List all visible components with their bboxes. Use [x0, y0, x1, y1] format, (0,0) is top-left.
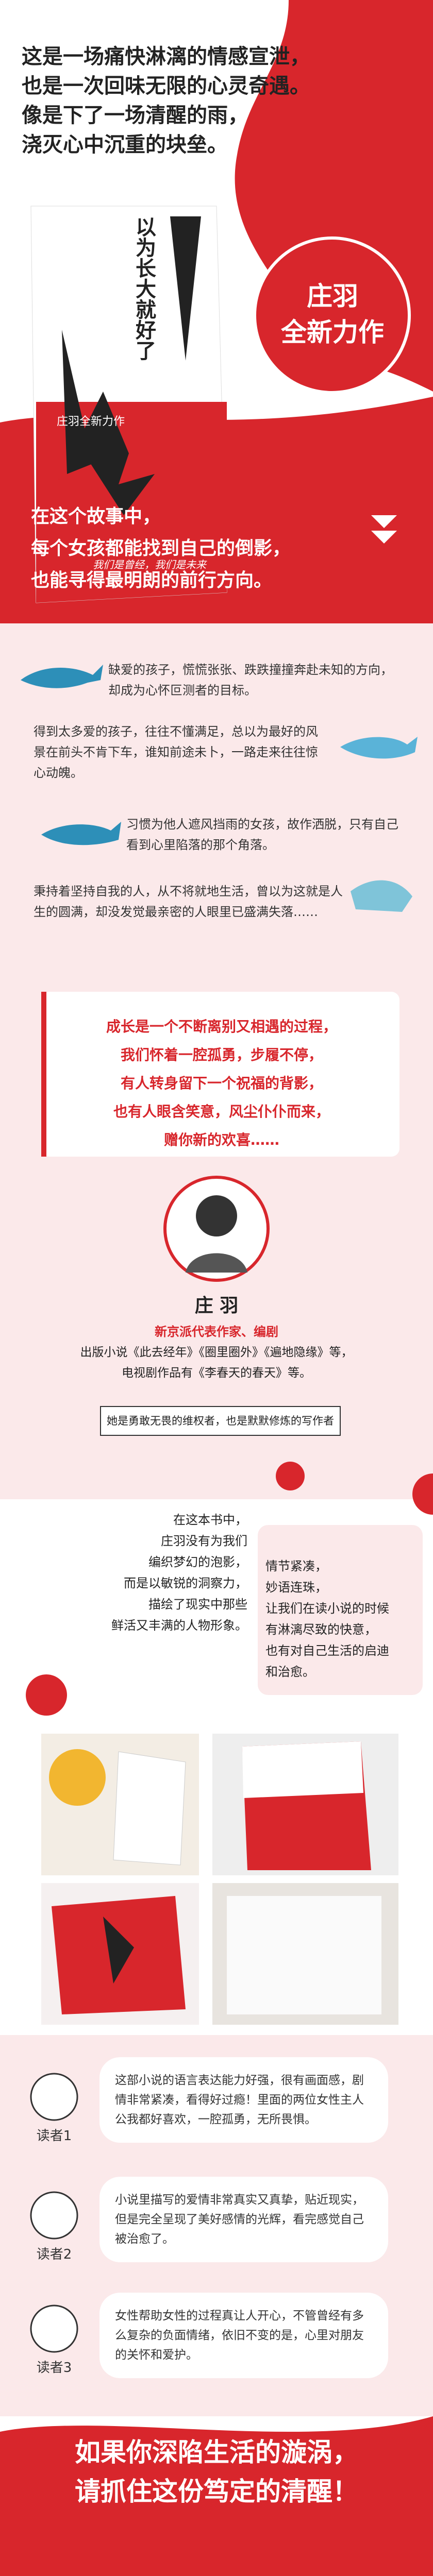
review-left: 在这本书中， 庄羽没有为我们 编织梦幻的泡影， 而是以敏锐的洞察力， 描绘了现实…	[52, 1510, 247, 1636]
story-line: 每个女孩都能找到自己的倒影，	[31, 538, 291, 559]
author-photo-head	[196, 1195, 237, 1236]
quote-line: 赠你新的欢喜……	[163, 1131, 279, 1148]
intro-line: 这是一场痛快淋漓的情感宣泄，	[22, 45, 310, 69]
works-line: 出版小说《此去经年》《圈里圈外》《遍地隐缘》等，	[80, 1346, 353, 1359]
footer-band	[0, 2416, 433, 2576]
story-line: 在这个故事中，	[31, 506, 161, 527]
character-text: 得到太多爱的孩子，往往不懂满足，总以为最好的风景在前头不肯下车，谁知前途未卜，一…	[34, 724, 318, 780]
review-line: 庄羽没有为我们	[161, 1534, 247, 1548]
review-line: 鲜活又丰满的人物形象。	[111, 1618, 247, 1633]
reader-name: 读者3	[36, 2360, 72, 2376]
deco-circle	[26, 1674, 67, 1716]
reader-comment: 这部小说的语言表达能力好强，很有画面感，剧情非常紧凑，看得好过瘾！里面的两位女性…	[99, 2057, 388, 2143]
review-right: 情节紧凑， 妙语连珠， 让我们在读小说的时候 有淋漓尽致的快意， 也有对自己生活…	[265, 1556, 420, 1683]
avatars	[30, 2073, 78, 2353]
character-text: 缺爱的孩子，慌慌张张、跌跌撞撞奔赴未知的方向，却成为心怀叵测者的目标。	[108, 663, 393, 698]
photos	[41, 1734, 398, 2025]
review-line: 妙语连珠，	[265, 1580, 327, 1595]
deco-half	[412, 1473, 433, 1515]
works-line: 电视剧作品有《李春天的春天》等。	[122, 1366, 311, 1380]
quote-line: 成长是一个不断离别又相遇的过程，	[106, 1018, 337, 1035]
reader-comment: 小说里描写的爱情非常真实又真挚，贴近现实，但是完全呈现了美好感情的光辉，看完感觉…	[99, 2177, 388, 2262]
author-name: 庄 羽	[194, 1295, 239, 1316]
deco-circle	[276, 1462, 305, 1490]
review-line: 在这本书中，	[173, 1513, 247, 1527]
footer: 如果你深陷生活的漩涡， 请抓住这份笃定的清醒！	[0, 2433, 433, 2511]
review-line: 编织梦幻的泡影，	[148, 1555, 247, 1569]
review-line: 和治愈。	[265, 1665, 315, 1679]
reader-name: 读者2	[36, 2247, 72, 2262]
book-slogan: 我们是曾经，我们是未来	[93, 558, 206, 571]
badge: 庄羽 全新力作	[258, 278, 407, 350]
review-line: 让我们在读小说的时候	[265, 1601, 389, 1616]
footer-line: 请抓住这份笃定的清醒！	[75, 2477, 358, 2506]
reader-name: 读者1	[36, 2128, 72, 2144]
author-motto: 她是勇敢无畏的维权者，也是默默修炼的写作者	[107, 1415, 334, 1427]
quote: 成长是一个不断离别又相遇的过程， 我们怀着一腔孤勇，步履不停， 有人转身留下一个…	[41, 1012, 402, 1154]
footer-line: 如果你深陷生活的漩涡，	[75, 2437, 358, 2467]
whales	[21, 665, 418, 912]
author-works: 出版小说《此去经年》《圈里圈外》《遍地隐缘》等， 电视剧作品有《李春天的春天》等…	[0, 1342, 433, 1383]
quote-line: 我们怀着一腔孤勇，步履不停，	[120, 1046, 323, 1063]
reader-comment: 女性帮助女性的过程真让人开心，不管曾经有多么复杂的负面情绪，依旧不变的是，心里对…	[99, 2293, 388, 2378]
character-text: 秉持着坚持自我的人，从不将就地生活，曾以为这就是人生的圆满，却没发觉最亲密的人眼…	[34, 884, 343, 919]
intro: 这是一场痛快淋漓的情感宣泄， 也是一次回味无限的心灵奇遇。 像是下了一场清醒的雨…	[22, 42, 310, 160]
quote-line: 有人转身留下一个祝福的背影，	[120, 1075, 323, 1092]
motto-box	[100, 1406, 341, 1436]
book-title: 以为长大就好了	[132, 216, 156, 361]
author-role: 新京派代表作家、编剧	[155, 1325, 278, 1339]
intro-line: 像是下了一场清醒的雨，	[22, 104, 248, 127]
review-line: 有淋漓尽致的快意，	[265, 1622, 377, 1637]
author-photo-body	[186, 1253, 247, 1273]
book	[30, 206, 227, 603]
badge-circle	[253, 236, 411, 394]
review-line: 情节紧凑，	[265, 1559, 327, 1573]
book-badge: 庄羽全新力作	[57, 415, 125, 428]
quote-accent	[41, 992, 46, 1157]
story: 在这个故事中， 每个女孩都能找到自己的倒影， 也能寻得最明朗的前行方向。	[31, 501, 291, 597]
quote-line: 也有人眼含笑意，风尘仆仆而来，	[113, 1103, 330, 1120]
badge-line: 庄羽	[307, 281, 358, 311]
intro-line: 浇灭心中沉重的块垒。	[22, 133, 228, 157]
deco-pink	[258, 1525, 423, 1695]
review-line: 也有对自己生活的启迪	[265, 1643, 389, 1658]
intro-line: 也是一次回味无限的心灵奇遇。	[22, 74, 310, 98]
quote-card	[41, 992, 399, 1157]
character-text: 习惯为他人遮风挡雨的女孩，故作洒脱，只有自己看到心里陷落的那个角落。	[126, 817, 398, 852]
story-line: 也能寻得最明朗的前行方向。	[31, 570, 273, 591]
badge-line: 全新力作	[281, 317, 384, 347]
review-line: 描绘了现实中那些	[148, 1597, 247, 1612]
review-line: 而是以敏锐的洞察力，	[124, 1576, 247, 1590]
arrow-marks	[371, 515, 397, 544]
